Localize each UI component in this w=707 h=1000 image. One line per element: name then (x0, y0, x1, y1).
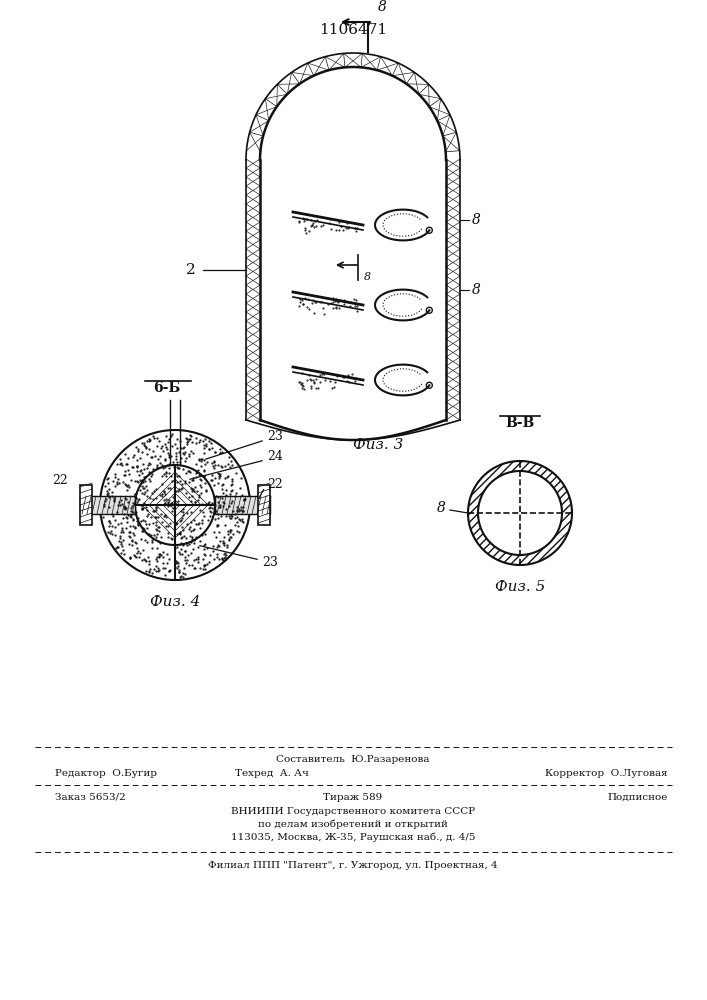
Text: 23: 23 (262, 556, 278, 568)
Text: 6-Б: 6-Б (153, 381, 180, 395)
Bar (215, 496, 270, 514)
Text: 24: 24 (267, 450, 283, 464)
Text: Подписное: Подписное (607, 792, 668, 802)
Bar (258, 485, 270, 525)
Text: Физ. 5: Физ. 5 (495, 580, 545, 594)
Text: 8: 8 (378, 0, 387, 14)
Text: 2: 2 (186, 263, 196, 277)
Text: 113035, Москва, Ж-35, Раушская наб., д. 4/5: 113035, Москва, Ж-35, Раушская наб., д. … (230, 832, 475, 842)
Text: 22: 22 (52, 474, 68, 487)
Text: 8: 8 (472, 283, 481, 297)
Circle shape (478, 471, 562, 555)
Circle shape (100, 430, 250, 580)
Text: 1106471: 1106471 (319, 23, 387, 37)
Text: ВНИИПИ Государственного комитета СССР: ВНИИПИ Государственного комитета СССР (231, 806, 475, 816)
Bar (80, 496, 135, 514)
Text: Филиал ППП "Патент", г. Ужгород, ул. Проектная, 4: Филиал ППП "Патент", г. Ужгород, ул. Про… (208, 861, 498, 870)
Text: 23: 23 (267, 430, 283, 444)
Text: Физ. 3: Физ. 3 (353, 438, 403, 452)
Text: Заказ 5653/2: Заказ 5653/2 (55, 792, 126, 802)
Text: Составитель  Ю.Разаренова: Составитель Ю.Разаренова (276, 754, 430, 764)
Bar (80, 485, 92, 525)
Text: Тираж 589: Тираж 589 (323, 792, 382, 802)
Text: 22: 22 (267, 479, 283, 491)
Text: Физ. 4: Физ. 4 (150, 595, 200, 609)
Text: В-В: В-В (506, 416, 534, 430)
Circle shape (468, 461, 572, 565)
Text: 8: 8 (364, 272, 371, 282)
Text: Техред  А. Ач: Техред А. Ач (235, 768, 309, 778)
Text: Корректор  О.Луговая: Корректор О.Луговая (545, 768, 668, 778)
Text: 8: 8 (437, 501, 446, 515)
Text: Редактор  О.Бугир: Редактор О.Бугир (55, 768, 157, 778)
Circle shape (135, 465, 215, 545)
Text: по делам изобретений и открытий: по делам изобретений и открытий (258, 819, 448, 829)
Text: 8: 8 (472, 213, 481, 227)
